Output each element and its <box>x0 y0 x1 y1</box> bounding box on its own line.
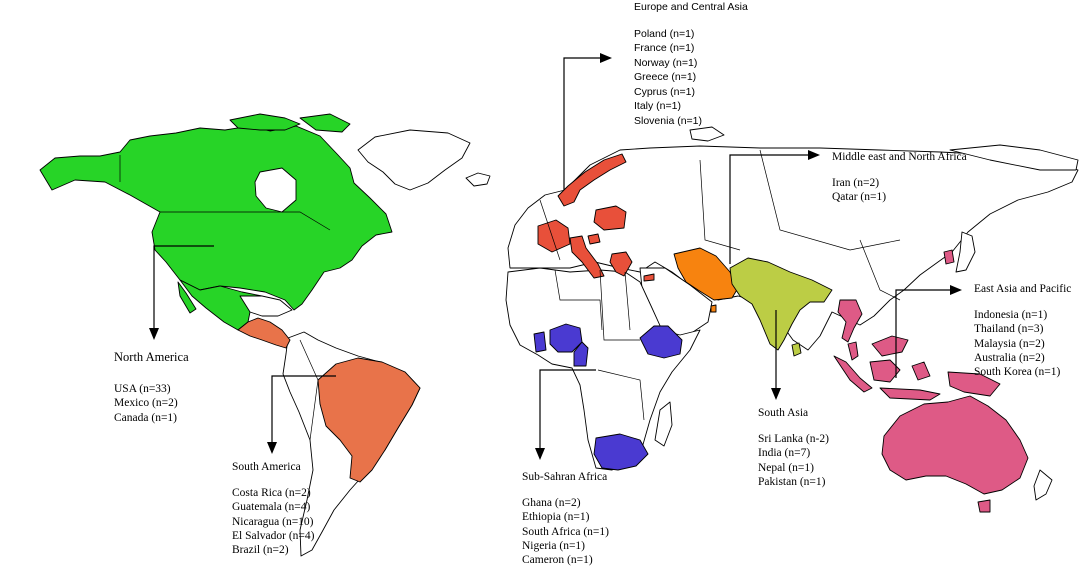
country-entry: Guatemala (n=4) <box>232 501 311 514</box>
sri-lanka-country <box>791 342 802 357</box>
country-entry: Australia (n=2) <box>974 351 1045 364</box>
new-zealand-landmass <box>1033 469 1053 501</box>
thailand-country <box>837 299 863 343</box>
brazil-country <box>317 357 421 483</box>
italy-country <box>569 235 605 279</box>
country-entry: Slovenia (n=1) <box>634 114 702 127</box>
arctic-islands <box>689 126 725 142</box>
callout-arrows <box>149 53 962 460</box>
country-entry: Mexico (n=2) <box>114 397 178 410</box>
country-entry: Costa Rica (n=2) <box>232 487 311 500</box>
arrow-europe <box>563 53 612 190</box>
country-entry: Cameron (n=1) <box>522 554 593 567</box>
region-title: East Asia and Pacific <box>974 283 1072 295</box>
nigeria-country <box>549 323 583 353</box>
iran-country <box>673 247 739 301</box>
arrow-africa <box>535 369 596 460</box>
central-america-countries <box>237 317 291 349</box>
label-north-america: North America USA (n=33) Mexico (n=2) Ca… <box>114 350 189 425</box>
country-entry: Norway (n=1) <box>634 56 698 69</box>
poland-country <box>593 205 627 231</box>
region-title: North America <box>114 350 189 364</box>
japan-landmass <box>955 231 976 273</box>
country-entry: Poland (n=1) <box>634 27 695 40</box>
north-america-countries <box>39 113 393 331</box>
arrow-south-america <box>267 375 336 454</box>
east-asia-pacific-countries <box>833 249 1029 513</box>
indonesia-country <box>833 355 1001 401</box>
tasmania-island <box>977 499 991 513</box>
country-entry: Malaysia (n=2) <box>974 337 1045 350</box>
norway-country <box>557 153 627 207</box>
label-east-asia: East Asia and Pacific Indonesia (n=1) Th… <box>974 282 1071 379</box>
arrow-middle-east <box>729 150 820 264</box>
qatar-country <box>710 304 717 313</box>
canadian-arctic-islands <box>229 113 351 133</box>
south-asia-countries <box>729 257 833 357</box>
country-entry: Indonesia (n=1) <box>974 309 1048 322</box>
france-country <box>537 219 571 253</box>
country-entry: Sri Lanka (n-2) <box>758 433 829 446</box>
australia-country <box>881 395 1029 495</box>
country-entry: Ghana (n=2) <box>522 497 581 510</box>
country-entry: Italy (n=1) <box>634 100 681 112</box>
arrow-north-america <box>149 245 214 340</box>
cyprus-country <box>643 273 655 282</box>
country-entry: Nigeria (n=1) <box>522 539 586 552</box>
iceland-landmass <box>465 172 491 187</box>
south-korea-country <box>943 249 955 265</box>
region-title: Middle east and North Africa <box>832 151 967 163</box>
region-title: South Asia <box>758 407 809 419</box>
country-entry: Iran (n=2) <box>832 177 880 190</box>
malaysia-country <box>847 335 909 361</box>
cameroon-country <box>573 341 589 367</box>
region-title: Sub-Sahran Africa <box>522 471 608 483</box>
country-entry: Brazil (n=2) <box>232 544 289 557</box>
country-entry: El Salvador (n=4) <box>232 529 315 542</box>
europe-countries <box>537 153 655 282</box>
africa-countries <box>533 323 683 471</box>
madagascar-landmass <box>654 401 673 447</box>
country-entry: Thailand (n=3) <box>974 323 1044 336</box>
arrow-east-asia <box>895 285 962 378</box>
label-middle-east: Middle east and North Africa Iran (n=2) … <box>832 150 967 205</box>
canada-usa-landmass <box>39 125 393 311</box>
greenland-landmass <box>357 129 471 191</box>
country-entry: Ethiopia (n=1) <box>522 511 590 524</box>
greece-country <box>609 251 633 277</box>
baja-peninsula <box>177 281 197 314</box>
ethiopia-country <box>639 325 683 359</box>
country-entry: Greece (n=1) <box>634 71 697 83</box>
region-title: South America <box>232 461 301 473</box>
label-europe: Europe and Central Asia Poland (n=1) Fra… <box>634 0 748 128</box>
country-entry: Nepal (n=1) <box>758 461 814 474</box>
east-siberia-landmass <box>949 144 1079 171</box>
ghana-country <box>533 331 547 353</box>
india-pakistan-nepal <box>729 257 833 351</box>
label-south-asia: South Asia Sri Lanka (n-2) India (n=7) N… <box>758 406 829 489</box>
label-south-america: South America Costa Rica (n=2) Guatemala… <box>232 460 315 557</box>
country-entry: USA (n=33) <box>114 383 171 396</box>
country-entry: South Korea (n=1) <box>974 366 1061 379</box>
gulf-of-mexico <box>239 295 293 317</box>
country-entry: France (n=1) <box>634 42 695 54</box>
country-entry: Qatar (n=1) <box>832 191 887 204</box>
border-lines <box>119 149 901 441</box>
country-entry: Pakistan (n=1) <box>758 475 826 488</box>
country-entry: Nicaragua (n=10) <box>232 515 314 528</box>
slovenia-country <box>587 233 601 245</box>
south-africa-country <box>593 433 649 471</box>
africa-landmass <box>505 267 701 471</box>
country-entry: Cyprus (n=1) <box>634 85 695 98</box>
country-entry: Canada (n=1) <box>114 411 178 424</box>
region-title: Europe and Central Asia <box>634 1 748 13</box>
country-entry: India (n=7) <box>758 447 811 460</box>
country-entry: South Africa (n=1) <box>522 525 609 538</box>
label-africa: Sub-Sahran Africa Ghana (n=2) Ethiopia (… <box>522 470 609 567</box>
